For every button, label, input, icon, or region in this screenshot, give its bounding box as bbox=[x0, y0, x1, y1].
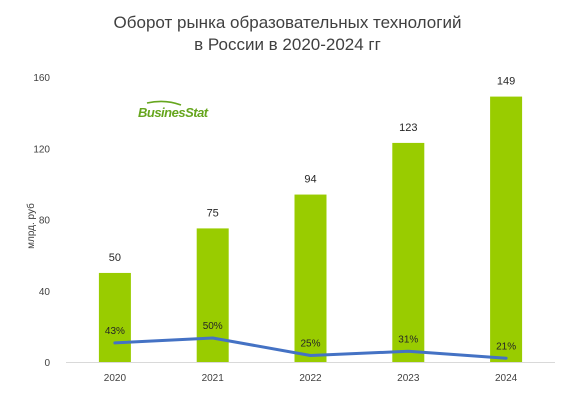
y-tick-label: 0 bbox=[44, 358, 50, 369]
y-axis-ticks: 0 40 80 120 160 bbox=[33, 73, 50, 369]
bar-value-label: 149 bbox=[497, 76, 515, 88]
growth-label: 31% bbox=[398, 334, 418, 345]
bar bbox=[490, 96, 523, 362]
bar bbox=[196, 228, 229, 362]
y-tick-label: 120 bbox=[33, 144, 50, 155]
growth-label: 21% bbox=[496, 341, 516, 352]
growth-label: 43% bbox=[105, 326, 125, 337]
y-tick-label: 40 bbox=[39, 287, 51, 298]
chart-title-line1: Оборот рынка образовательных технологий bbox=[113, 13, 462, 32]
growth-label: 50% bbox=[203, 321, 223, 332]
businesstat-logo: BusinesStat bbox=[138, 100, 209, 120]
logo-swoosh bbox=[146, 100, 182, 106]
growth-label: 25% bbox=[300, 339, 320, 350]
bar-value-label: 123 bbox=[399, 122, 417, 134]
bar-value-label: 50 bbox=[109, 252, 121, 264]
growth-line bbox=[113, 336, 508, 360]
growth-labels: 43% 50% 25% 31% 21% bbox=[105, 321, 516, 352]
bar bbox=[294, 194, 327, 362]
chart-title-line2: в России в 2020-2024 гг bbox=[194, 35, 381, 54]
x-tick-label: 2021 bbox=[202, 373, 225, 384]
bar-value-labels: 50 75 94 123 149 bbox=[109, 76, 516, 264]
chart-title: Оборот рынка образовательных технологий … bbox=[0, 12, 575, 56]
x-tick-label: 2022 bbox=[299, 373, 322, 384]
growth-line-path bbox=[113, 336, 508, 360]
x-tick-label: 2023 bbox=[397, 373, 420, 384]
bar bbox=[98, 272, 131, 362]
x-axis-ticks: 2020 2021 2022 2023 2024 bbox=[104, 373, 518, 384]
y-tick-label: 80 bbox=[39, 216, 51, 227]
x-tick-label: 2024 bbox=[495, 373, 518, 384]
bar-value-label: 94 bbox=[304, 174, 316, 186]
x-tick-label: 2020 bbox=[104, 373, 127, 384]
bars bbox=[98, 96, 523, 362]
bar bbox=[392, 142, 425, 362]
y-tick-label: 160 bbox=[33, 73, 50, 84]
logo-text: BusinesStat bbox=[138, 105, 209, 120]
bar-value-label: 75 bbox=[207, 207, 219, 219]
